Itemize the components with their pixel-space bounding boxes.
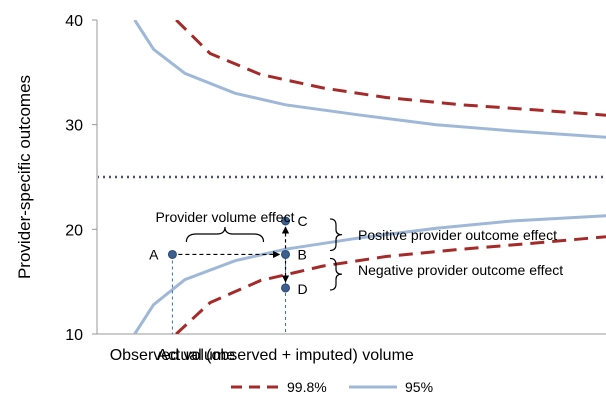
legend: 99.8% 95% (231, 379, 433, 395)
series-95-lower-line (133, 214, 606, 334)
series-998-lower-line (175, 235, 606, 334)
brace-positive-effect (329, 218, 343, 252)
x-category-label: Actual (observed + imputed) volume (157, 347, 414, 364)
y-tick-label: 20 (65, 222, 83, 239)
annotation-provider-volume-effect: Provider volume effect (155, 209, 294, 225)
x-category-label: Observed volume (110, 347, 235, 364)
y-axis-title: Provider-specific outcomes (15, 75, 34, 279)
point-d (281, 283, 291, 293)
y-tick-label: 40 (65, 13, 83, 30)
legend-label-99-8: 99.8% (287, 379, 327, 395)
y-tick-label: 10 (65, 327, 83, 344)
point-label-a: A (149, 246, 159, 262)
annotation-negative-effect: Negative provider outcome effect (358, 262, 563, 278)
point-label-c: C (298, 213, 308, 229)
point-b (281, 249, 291, 259)
point-c (281, 216, 291, 226)
point-label-d: D (298, 281, 308, 297)
brace-provider-volume (185, 226, 265, 243)
y-tick-label: 30 (65, 118, 83, 135)
legend-label-95: 95% (405, 379, 433, 395)
point-label-b: B (298, 246, 307, 262)
brace-negative-effect (329, 257, 343, 291)
point-a (167, 249, 177, 259)
series-998-upper-line (175, 20, 606, 117)
annotation-positive-effect: Positive provider outcome effect (358, 227, 557, 243)
series-95-upper-line (133, 20, 606, 139)
